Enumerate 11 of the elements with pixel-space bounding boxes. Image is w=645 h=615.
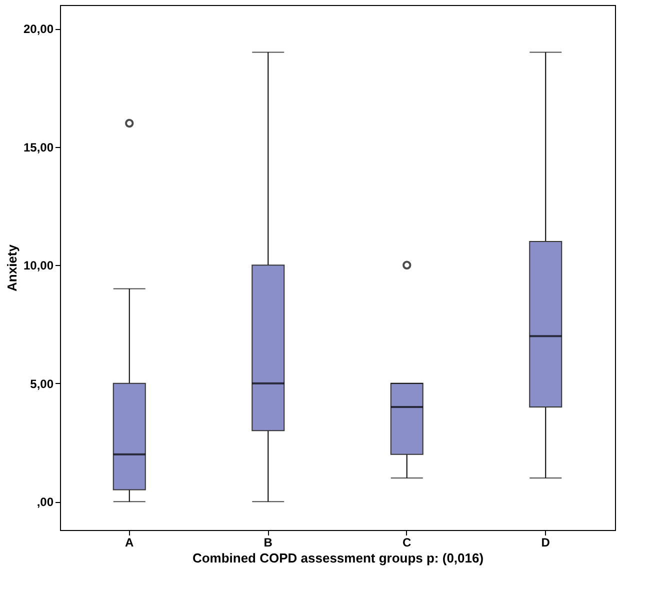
y-tick-label: 5,00 (30, 376, 54, 391)
x-tick-label: A (125, 536, 134, 550)
y-tick-label: 15,00 (23, 140, 54, 154)
y-tick-label: 10,00 (23, 258, 54, 273)
y-tick-label: 20,00 (23, 22, 54, 36)
y-tick-label: ,00 (36, 495, 54, 510)
x-axis-title: Combined COPD assessment groups p: (0,016) (192, 550, 484, 566)
x-tick-label: B (264, 536, 273, 550)
x-tick-label: D (541, 536, 550, 550)
y-axis-title: Anxiety (4, 244, 20, 292)
x-tick-label: C (402, 536, 412, 550)
